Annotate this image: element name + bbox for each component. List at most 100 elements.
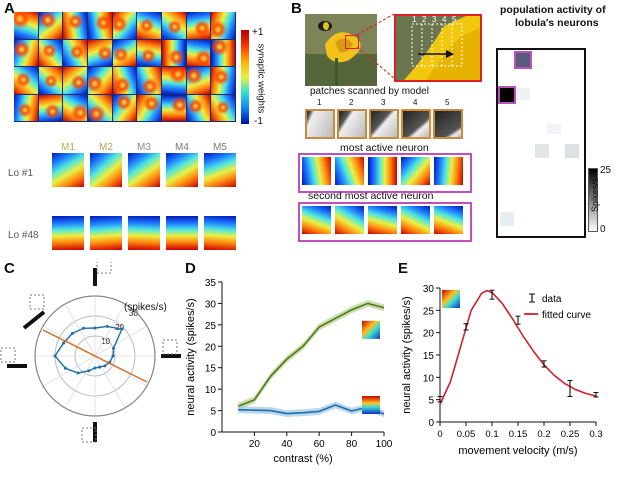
weight-tile [186, 67, 211, 94]
x-tick-label: 60 [314, 439, 326, 450]
contrast-chart: 0 5 10 15 20 25 30 35 20 40 60 80 100 contrast (%) neu… [185, 278, 393, 465]
polar-spoke [64, 355, 96, 409]
stimulus-bar-icon [93, 422, 97, 442]
weight-tile [112, 12, 137, 39]
panel-letter-c: C [4, 260, 15, 277]
stimulus-bar-icon [7, 364, 27, 368]
motion-direction-icon [29, 294, 45, 310]
y-tick-label: 35 [205, 278, 217, 289]
x-tick-label: 0.25 [561, 429, 580, 440]
polar-point [63, 366, 67, 370]
weight-tile [63, 39, 87, 66]
weight-tile [211, 67, 235, 94]
weight-tile [63, 94, 87, 121]
x-tick-label: 0.3 [589, 429, 602, 440]
neuron-weight-tile [302, 206, 331, 234]
weight-tile [88, 67, 112, 94]
row-label-lo1: Lo #1 [8, 168, 34, 179]
y-tick-label: 30 [205, 299, 217, 310]
neuron-weight-tile [335, 206, 364, 234]
m-label: M2 [99, 142, 113, 153]
polar-outer-ring [34, 295, 156, 417]
weights-colorbar [241, 30, 249, 124]
lobula-weight-tile [90, 216, 122, 250]
m-label: M4 [175, 142, 189, 153]
weight-tile [112, 67, 137, 94]
stimulus-bar-icon [22, 310, 46, 330]
most-active-title: most active neuron [340, 142, 429, 154]
polar-point [93, 326, 97, 330]
weight-tile [112, 94, 137, 121]
x-tick-label: 0 [437, 429, 442, 440]
preferred-direction-line [42, 329, 148, 383]
x-tick-label: 0.1 [485, 429, 498, 440]
zoom-number: 2 [422, 15, 427, 24]
scanned-patch [305, 109, 335, 139]
activity-cell [516, 88, 530, 100]
motion-direction-icon [81, 427, 97, 443]
scanned-patch [369, 109, 399, 139]
patch-number: 4 [413, 98, 418, 107]
y-tick-label: 25 [205, 321, 217, 332]
polar-plot: 10 20 30(spikes/s) [0, 262, 181, 443]
zoom-number: 4 [442, 15, 447, 24]
series-line [237, 302, 385, 408]
lobula-weight-tile [52, 153, 84, 187]
error-band [238, 401, 384, 418]
y-tick-label: 20 [205, 342, 217, 353]
x-tick-label: 80 [346, 439, 358, 450]
weight-tile [186, 39, 211, 66]
y-tick-label: 15 [205, 364, 217, 375]
spikes-cb-title: Spikes/s [590, 177, 601, 213]
stimulus-thumbnail-icon [362, 396, 380, 414]
x-tick-label: 40 [281, 439, 293, 450]
motion-direction-icon [0, 347, 16, 363]
polar-point [105, 324, 109, 328]
patch-number: 3 [381, 98, 386, 107]
polar-point [111, 354, 115, 358]
activity-cell [547, 124, 561, 134]
polar-point [62, 341, 66, 345]
weight-tile [63, 67, 87, 94]
x-tick-label: 0.15 [509, 429, 528, 440]
polar-point [120, 327, 124, 331]
population-title-1: population activity of [500, 4, 606, 16]
polar-spoke [94, 303, 126, 357]
weight-tile [14, 39, 38, 66]
x-tick-label: 20 [249, 439, 261, 450]
polar-point [111, 346, 115, 350]
weight-tile [88, 12, 112, 39]
spikes-colorbar [588, 168, 598, 232]
y-tick-label: 10 [423, 373, 435, 384]
y-tick-label: 5 [428, 396, 434, 407]
m-label: M1 [61, 142, 75, 153]
y-tick-label: 15 [423, 351, 435, 362]
polar-point [53, 354, 57, 358]
x-tick-label: 0.05 [457, 429, 476, 440]
weight-tile [88, 94, 112, 121]
y-tick-label: 0 [210, 428, 216, 439]
population-activity-map [496, 48, 586, 238]
panel-letter-a: A [4, 0, 15, 17]
lobula-weight-tile [90, 153, 122, 187]
weight-tile [211, 94, 235, 121]
polar-ring-label: 10 [101, 337, 110, 346]
weight-tile [162, 39, 186, 66]
y-tick-label: 5 [210, 407, 216, 418]
scanned-patch [401, 109, 431, 139]
patch-number: 5 [445, 98, 450, 107]
weight-tile [137, 94, 161, 121]
x-tick-label: 100 [376, 439, 393, 450]
weight-tile [38, 67, 63, 94]
polar-spoke [94, 355, 126, 409]
neuron-weight-tile [434, 157, 463, 185]
neuron-weight-tile [302, 157, 331, 185]
m-label: M5 [213, 142, 227, 153]
polar-point [82, 326, 86, 330]
x-axis-label: contrast (%) [273, 453, 332, 465]
legend-data-label: data [542, 294, 562, 305]
error-band [238, 300, 384, 410]
weight-tile [38, 12, 63, 39]
second-active-box [298, 202, 472, 242]
